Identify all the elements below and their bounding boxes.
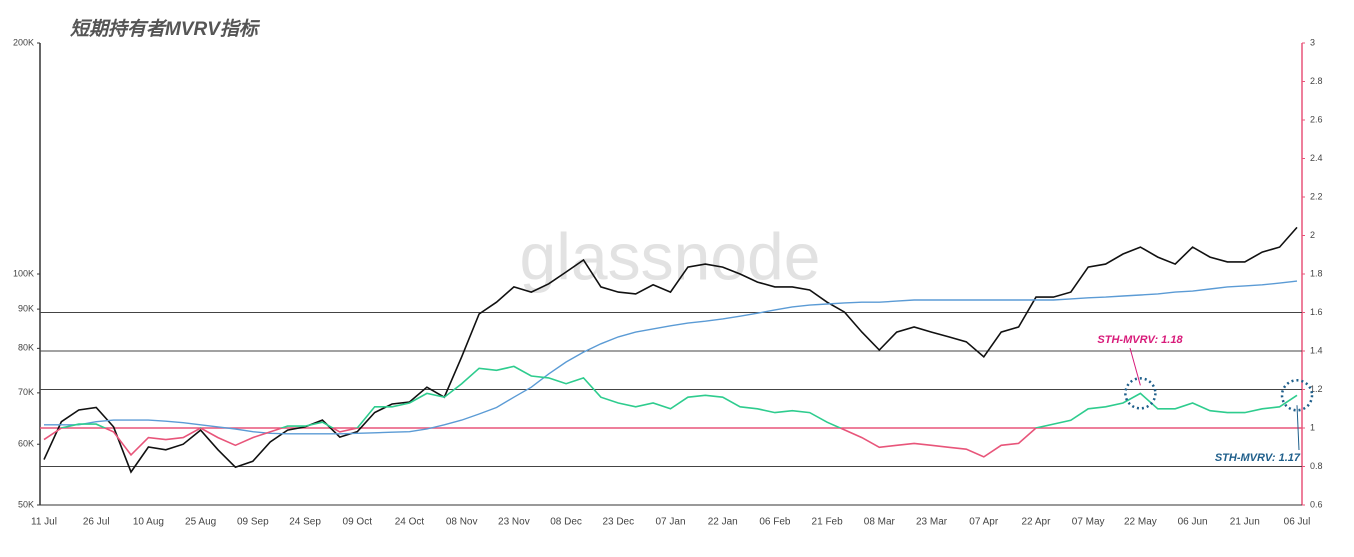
annotation: STH-MVRV: 1.17: [1215, 452, 1301, 464]
highlight-circle: [1124, 377, 1157, 410]
y2-tick-label: 2: [1310, 230, 1315, 240]
x-tick-label: 21 Jun: [1230, 517, 1260, 528]
series-line: [44, 280, 1298, 435]
y2-tick-label: 2.6: [1310, 114, 1323, 124]
y2-tick-label: 0.6: [1310, 499, 1323, 509]
series-line-above: [59, 365, 1298, 428]
x-tick-label: 08 Mar: [864, 517, 896, 528]
y2-tick-label: 0.8: [1310, 461, 1323, 471]
x-tick-label: 06 Feb: [759, 517, 791, 528]
y2-tick-label: 1.6: [1310, 307, 1323, 317]
y-tick-label: 50K: [18, 499, 34, 509]
y2-tick-label: 1.2: [1310, 384, 1323, 394]
series-line: [43, 226, 1298, 474]
y-tick-label: 100K: [13, 268, 34, 278]
x-tick-label: 22 Jan: [708, 517, 738, 528]
y-tick-label: 200K: [13, 37, 34, 47]
y2-tick-label: 1.4: [1310, 345, 1323, 355]
x-tick-label: 06 Jul: [1284, 517, 1311, 528]
x-tick-label: 09 Sep: [237, 517, 269, 528]
y2-tick-label: 3: [1310, 37, 1315, 47]
annotation-arrow: [1129, 347, 1141, 386]
x-tick-label: 23 Dec: [602, 517, 634, 528]
x-tick-label: 24 Oct: [395, 517, 425, 528]
annotation-arrow: [1296, 405, 1300, 451]
x-tick-label: 21 Feb: [812, 517, 844, 528]
highlight-circle: [1280, 379, 1314, 412]
chart-title: 短期持有者MVRV指标: [70, 18, 261, 40]
y-tick-label: 60K: [18, 439, 34, 449]
x-tick-label: 24 Sep: [289, 517, 321, 528]
y-tick-label: 70K: [18, 387, 34, 397]
x-tick-label: 06 Jun: [1178, 517, 1208, 528]
x-tick-label: 08 Nov: [446, 517, 478, 528]
y2-tick-label: 2.2: [1310, 191, 1323, 201]
series-line-below: [43, 428, 1040, 458]
y2-tick-label: 1: [1310, 422, 1315, 432]
x-tick-label: 25 Aug: [185, 517, 216, 528]
x-tick-label: 07 May: [1072, 517, 1105, 528]
x-tick-label: 07 Jan: [655, 517, 685, 528]
y-tick-label: 80K: [18, 343, 34, 353]
x-tick-label: 08 Dec: [550, 517, 582, 528]
x-tick-label: 10 Aug: [133, 517, 164, 528]
x-tick-label: 09 Oct: [343, 517, 373, 528]
x-tick-label: 07 Apr: [969, 517, 999, 528]
x-tick-label: 23 Nov: [498, 517, 530, 528]
y-tick-label: 90K: [18, 303, 34, 313]
watermark: glassnode: [520, 219, 821, 293]
annotation: STH-MVRV: 1.18: [1097, 334, 1183, 346]
x-tick-label: 22 Apr: [1021, 517, 1051, 528]
x-tick-label: 22 May: [1124, 517, 1157, 528]
y2-tick-label: 2.4: [1310, 153, 1323, 163]
x-tick-label: 26 Jul: [83, 517, 110, 528]
x-tick-label: 11 Jul: [31, 517, 57, 528]
y2-tick-label: 2.8: [1310, 76, 1323, 86]
x-tick-label: 23 Mar: [916, 517, 948, 528]
y2-tick-label: 1.8: [1310, 268, 1323, 278]
